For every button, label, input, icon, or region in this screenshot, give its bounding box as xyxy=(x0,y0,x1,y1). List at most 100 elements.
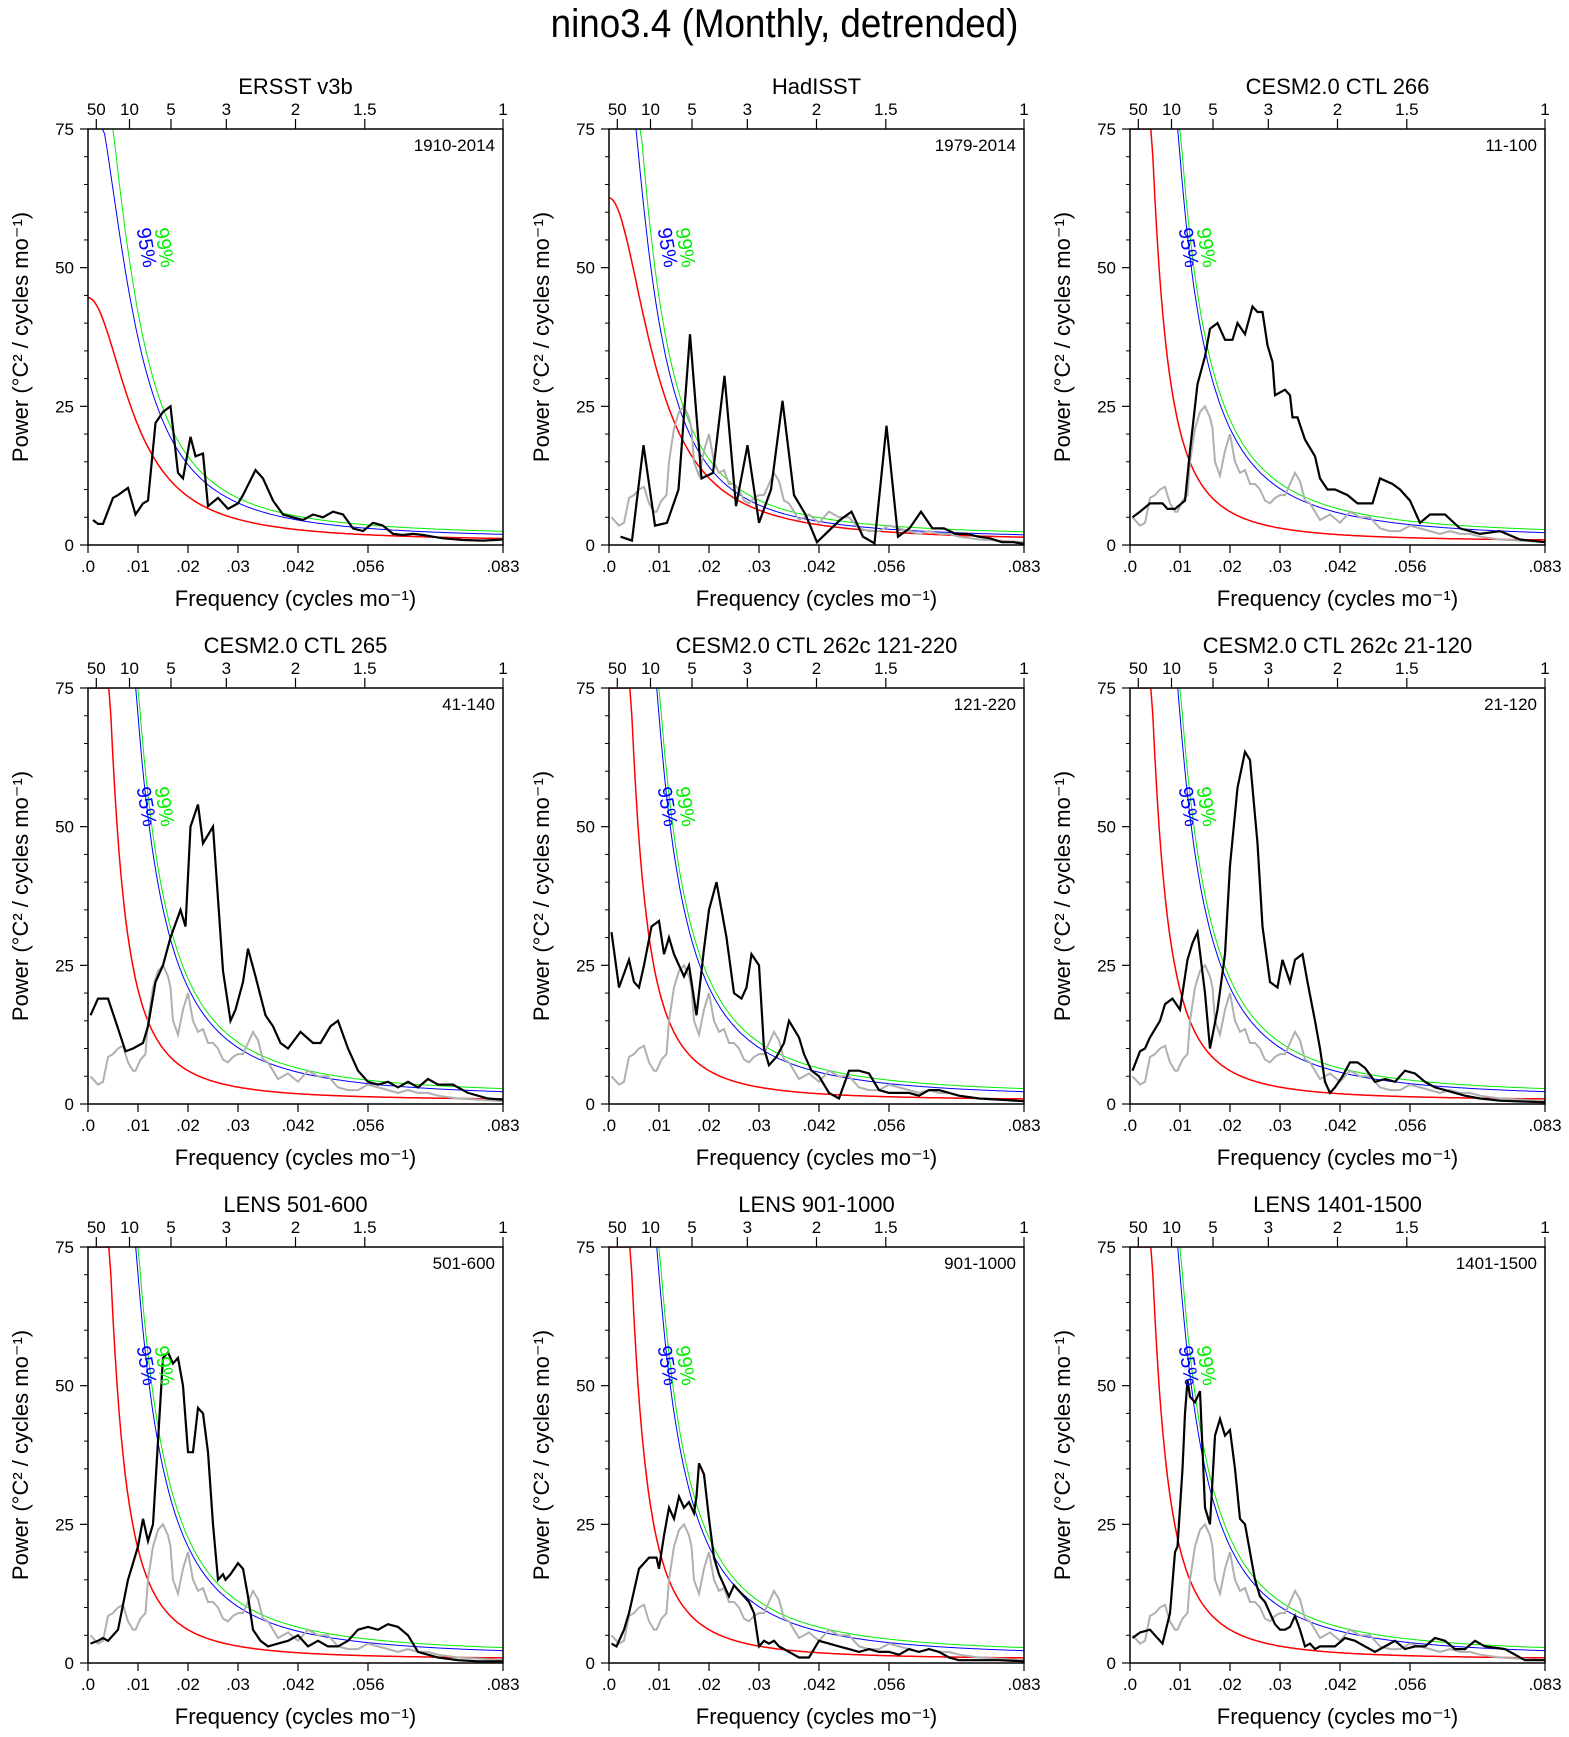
period-tick-label: 1 xyxy=(1019,100,1028,119)
period-tick-label: 5 xyxy=(166,659,175,678)
period-range-label: 11-100 xyxy=(1485,136,1537,155)
y-tick-label: 75 xyxy=(55,679,74,698)
x-tick-label: .01 xyxy=(1168,1675,1192,1694)
x-axis-label: Frequency (cycles mo⁻¹) xyxy=(696,1145,937,1170)
x-tick-label: .02 xyxy=(697,557,721,576)
panel-7: LENS 501-600501-60095%99%0255075.0.01.02… xyxy=(8,1192,520,1729)
x-tick-label: .083 xyxy=(1528,1675,1561,1694)
x-tick-label: .0 xyxy=(602,1675,616,1694)
panel-title: LENS 501-600 xyxy=(223,1192,367,1217)
x-tick-label: .03 xyxy=(226,1116,250,1135)
x-tick-label: .056 xyxy=(872,1675,905,1694)
period-tick-label: 3 xyxy=(743,659,752,678)
ci99-line xyxy=(1130,129,1545,531)
y-tick-label: 50 xyxy=(55,1377,74,1396)
period-tick-label: 1 xyxy=(1540,100,1549,119)
period-tick-label: 1.5 xyxy=(1395,100,1419,119)
plot-frame xyxy=(1129,1246,1546,1664)
ci95-line xyxy=(88,129,503,535)
period-tick-label: 2 xyxy=(291,659,300,678)
spectrum-line xyxy=(1131,304,1545,544)
spectrum-line xyxy=(1131,748,1545,1104)
x-tick-label: .056 xyxy=(872,557,905,576)
ci99-line xyxy=(609,1247,1024,1649)
panel-6: CESM2.0 CTL 262c 21-12021-12095%99%02550… xyxy=(1050,633,1562,1170)
period-range-label: 21-120 xyxy=(1484,695,1537,714)
plot-area xyxy=(609,688,1024,1103)
y-tick-label: 50 xyxy=(55,818,74,837)
period-tick-label: 1.5 xyxy=(353,1218,377,1237)
y-tick-label: 0 xyxy=(1107,536,1116,555)
x-tick-label: .03 xyxy=(1268,557,1292,576)
x-tick-label: .01 xyxy=(1168,557,1192,576)
period-tick-label: 1.5 xyxy=(353,659,377,678)
x-tick-label: .01 xyxy=(647,1116,671,1135)
x-tick-label: .056 xyxy=(1393,557,1426,576)
x-tick-label: .02 xyxy=(1218,1116,1242,1135)
x-tick-label: .042 xyxy=(1323,1116,1356,1135)
red-noise-line xyxy=(88,1247,503,1659)
x-tick-label: .01 xyxy=(126,1116,150,1135)
period-tick-label: 2 xyxy=(812,659,821,678)
x-tick-label: .02 xyxy=(176,1116,200,1135)
panel-2: HadISST1979-201495%99%0255075.0.01.02.03… xyxy=(529,74,1041,611)
ci99-line xyxy=(609,129,1024,533)
reference-spectrum-line xyxy=(89,1522,503,1662)
spectrum-line xyxy=(90,1350,503,1663)
panel-title: HadISST xyxy=(772,74,861,99)
period-tick-label: 10 xyxy=(641,100,660,119)
panel-title: LENS 901-1000 xyxy=(738,1192,895,1217)
panel-3: CESM2.0 CTL 26611-10095%99%0255075.0.01.… xyxy=(1050,74,1562,611)
x-tick-label: .042 xyxy=(1323,557,1356,576)
ci99-line xyxy=(88,688,503,1090)
panel-5: CESM2.0 CTL 262c 121-220121-22095%99%025… xyxy=(529,633,1041,1170)
x-tick-label: .01 xyxy=(647,557,671,576)
ci95-line xyxy=(1130,688,1545,1093)
reference-spectrum-line xyxy=(610,1522,1024,1662)
red-noise-line xyxy=(1130,129,1545,541)
red-noise-line xyxy=(88,296,503,540)
period-tick-label: 10 xyxy=(1162,1218,1181,1237)
x-tick-label: .01 xyxy=(126,557,150,576)
y-tick-label: 50 xyxy=(55,259,74,278)
period-tick-label: 5 xyxy=(166,100,175,119)
period-tick-label: 1.5 xyxy=(353,100,377,119)
period-tick-label: 1 xyxy=(498,1218,507,1237)
period-tick-label: 3 xyxy=(222,1218,231,1237)
y-tick-label: 25 xyxy=(55,956,74,975)
panel-4: CESM2.0 CTL 26541-14095%99%0255075.0.01.… xyxy=(8,633,520,1170)
x-tick-label: .083 xyxy=(1007,557,1040,576)
y-tick-label: 25 xyxy=(55,1515,74,1534)
x-tick-label: .042 xyxy=(802,1116,835,1135)
ci99-line xyxy=(1130,688,1545,1090)
plot-frame xyxy=(1129,687,1546,1105)
period-tick-label: 2 xyxy=(1333,100,1342,119)
reference-spectrum-line xyxy=(1131,963,1545,1103)
x-tick-label: .056 xyxy=(351,1116,384,1135)
ci99-line xyxy=(88,129,503,532)
x-axis-label: Frequency (cycles mo⁻¹) xyxy=(175,586,416,611)
plot-area xyxy=(1130,688,1545,1104)
y-tick-label: 50 xyxy=(576,1377,595,1396)
y-tick-label: 0 xyxy=(586,536,595,555)
plot-frame xyxy=(608,1246,1025,1664)
x-axis-label: Frequency (cycles mo⁻¹) xyxy=(696,1704,937,1729)
y-tick-label: 0 xyxy=(586,1654,595,1673)
y-tick-label: 75 xyxy=(1097,1238,1116,1257)
reference-spectrum-line xyxy=(1131,1522,1545,1662)
period-tick-label: 10 xyxy=(1162,659,1181,678)
panel-title: LENS 1401-1500 xyxy=(1253,1192,1422,1217)
period-tick-label: 50 xyxy=(608,1218,627,1237)
x-tick-label: .056 xyxy=(351,557,384,576)
y-tick-label: 0 xyxy=(1107,1095,1116,1114)
x-tick-label: .056 xyxy=(1393,1675,1426,1694)
y-axis-label: Power (°C² / cycles mo⁻¹) xyxy=(8,771,33,1021)
y-tick-label: 25 xyxy=(1097,1515,1116,1534)
period-range-label: 1910-2014 xyxy=(414,136,495,155)
y-tick-label: 50 xyxy=(1097,259,1116,278)
x-tick-label: .02 xyxy=(176,557,200,576)
period-tick-label: 3 xyxy=(743,1218,752,1237)
period-tick-label: 3 xyxy=(1264,659,1273,678)
x-axis-label: Frequency (cycles mo⁻¹) xyxy=(175,1704,416,1729)
x-tick-label: .0 xyxy=(81,557,95,576)
